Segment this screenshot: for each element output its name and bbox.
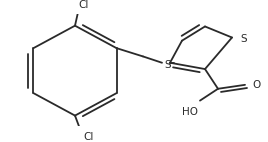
Text: O: O bbox=[252, 80, 260, 90]
Text: S: S bbox=[240, 34, 247, 44]
Text: S: S bbox=[165, 60, 171, 70]
Text: Cl: Cl bbox=[83, 132, 93, 142]
Text: Cl: Cl bbox=[78, 0, 88, 10]
Text: HO: HO bbox=[182, 107, 198, 117]
